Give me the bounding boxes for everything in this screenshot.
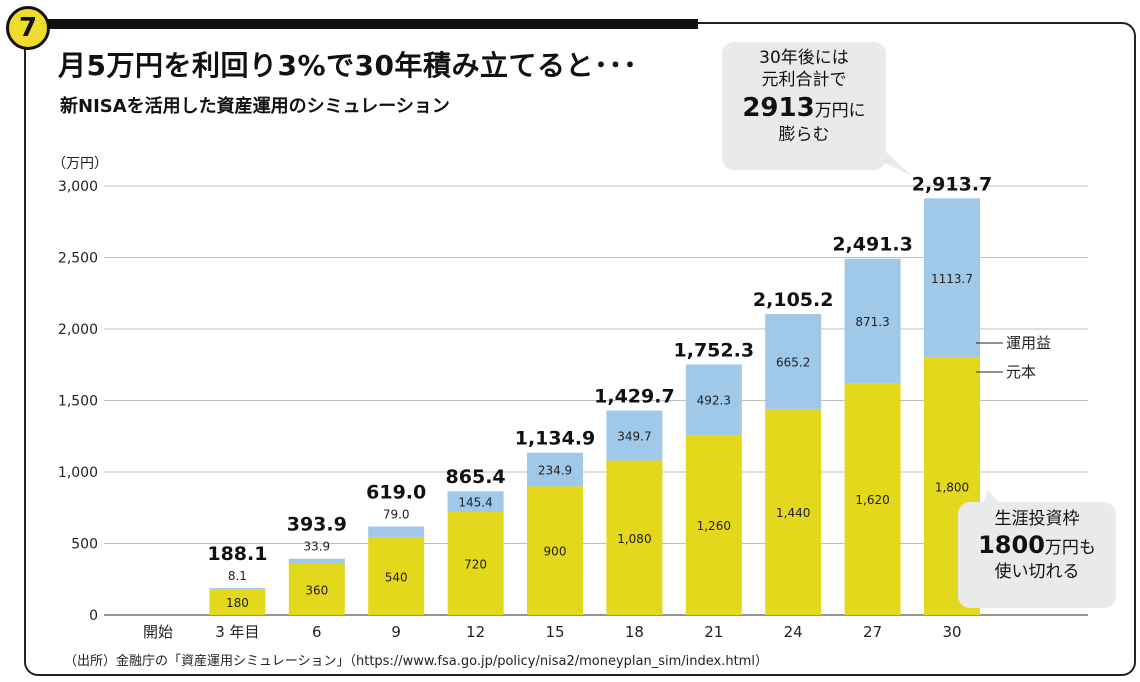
bar-principal (527, 486, 583, 615)
total-value-label: 2,105.2 (753, 289, 834, 311)
principal-value-label: 1,260 (697, 519, 731, 533)
gain-value-label: 1113.7 (931, 272, 973, 286)
bar-gain (924, 198, 980, 358)
bar-gain (368, 526, 425, 538)
bar-principal (765, 409, 822, 615)
bar-gain (685, 364, 742, 435)
legend-principal: 元本 (1006, 363, 1036, 381)
principal-value-label: 1,080 (617, 532, 651, 546)
total-value-label: 1,752.3 (674, 339, 755, 361)
y-unit-label: （万円） (52, 156, 108, 172)
x-tick-label: 27 (863, 623, 882, 641)
bar-gain (844, 258, 901, 384)
chart-title: 月5万円を利回り3%で30年積み立てると･･･ (58, 49, 638, 82)
y-tick-label: 3,000 (58, 179, 98, 195)
bar-principal (288, 563, 345, 615)
x-tick-label: 18 (625, 623, 644, 641)
total-value-label: 619.0 (366, 481, 426, 503)
y-tick-label: 1,500 (58, 394, 98, 410)
callout-big-number: 2913 (742, 92, 815, 123)
x-tick-label: 9 (391, 623, 401, 641)
bar-gain (765, 313, 822, 410)
callout2-suffix: 万円も (1044, 538, 1096, 559)
principal-value-label: 180 (226, 596, 249, 610)
x-tick-label: 6 (312, 623, 322, 641)
callout-line4: 膨らむ (778, 124, 830, 145)
bar-principal (606, 460, 663, 615)
number-badge: 7 (6, 6, 50, 50)
y-tick-label: 2,000 (58, 322, 98, 338)
principal-value-label: 1,620 (855, 493, 889, 507)
total-value-label: 2,913.7 (912, 173, 993, 195)
principal-value-label: 360 (305, 583, 328, 597)
x-tick-label: 15 (545, 623, 564, 641)
callout2-amount-line: 1800万円も (958, 530, 1116, 561)
bar-principal (368, 537, 425, 615)
title-bar-decoration (40, 19, 698, 29)
bar-principal (844, 383, 901, 615)
gain-value-label: 349.7 (617, 430, 651, 444)
principal-value-label: 900 (544, 545, 567, 559)
y-tick-label: 1,000 (58, 465, 98, 481)
bar-gain (288, 558, 345, 564)
principal-value-label: 540 (385, 570, 408, 584)
gain-value-label: 8.1 (228, 569, 247, 583)
y-tick-label: 0 (89, 608, 98, 624)
y-tick-label: 500 (71, 537, 98, 553)
total-value-label: 1,429.7 (594, 386, 675, 408)
bar-principal (685, 434, 742, 615)
bar-gain (209, 588, 266, 590)
bar-principal (447, 512, 504, 615)
callout-limit: 生涯投資枠 1800万円も 使い切れる (958, 502, 1116, 608)
callout-total: 30年後には 元利合計で 2913万円に 膨らむ (722, 42, 886, 170)
total-value-label: 2,491.3 (832, 234, 913, 256)
principal-value-label: 1,800 (935, 480, 969, 494)
chart-subtitle: 新NISAを活用した資産運用のシミュレーション (60, 96, 450, 117)
bar-gain (606, 410, 663, 461)
callout2-big-number: 1800 (978, 531, 1045, 560)
bar-principal (209, 589, 266, 615)
total-value-label: 865.4 (446, 466, 506, 488)
principal-value-label: 720 (464, 558, 487, 572)
principal-value-label: 1,440 (776, 506, 810, 520)
bar-gain (527, 452, 583, 487)
x-tick-label: 21 (704, 623, 723, 641)
callout-line1: 30年後には (759, 48, 849, 68)
gain-value-label: 665.2 (776, 356, 810, 370)
gain-value-label: 871.3 (855, 315, 889, 329)
total-value-label: 393.9 (287, 514, 347, 536)
x-tick-label: 30 (942, 623, 961, 641)
callout2-line3: 使い切れる (994, 562, 1080, 583)
callout2-line1: 生涯投資枠 (994, 509, 1080, 529)
total-value-label: 188.1 (207, 543, 267, 565)
gain-value-label: 492.3 (697, 394, 731, 408)
x-tick-label: 12 (466, 623, 485, 641)
bar-gain (447, 491, 504, 513)
gain-value-label: 33.9 (303, 540, 330, 554)
gain-value-label: 234.9 (538, 464, 572, 478)
x-tick-label: 24 (784, 623, 803, 641)
callout-amount-line: 2913万円に (722, 92, 886, 125)
x-tick-label: 開始 (143, 623, 173, 641)
callout-line2: 元利合計で (761, 69, 847, 90)
gain-value-label: 79.0 (383, 507, 410, 521)
y-tick-label: 2,500 (58, 251, 98, 267)
callout-suffix: 万円に (814, 100, 866, 121)
legend-gain: 運用益 (1006, 334, 1051, 352)
gain-value-label: 145.4 (458, 496, 492, 510)
source-note: （出所）金融庁の「資産運用シミュレーション」（https://www.fsa.g… (64, 654, 768, 669)
x-tick-label: 3 年目 (215, 623, 259, 641)
total-value-label: 1,134.9 (515, 428, 596, 450)
